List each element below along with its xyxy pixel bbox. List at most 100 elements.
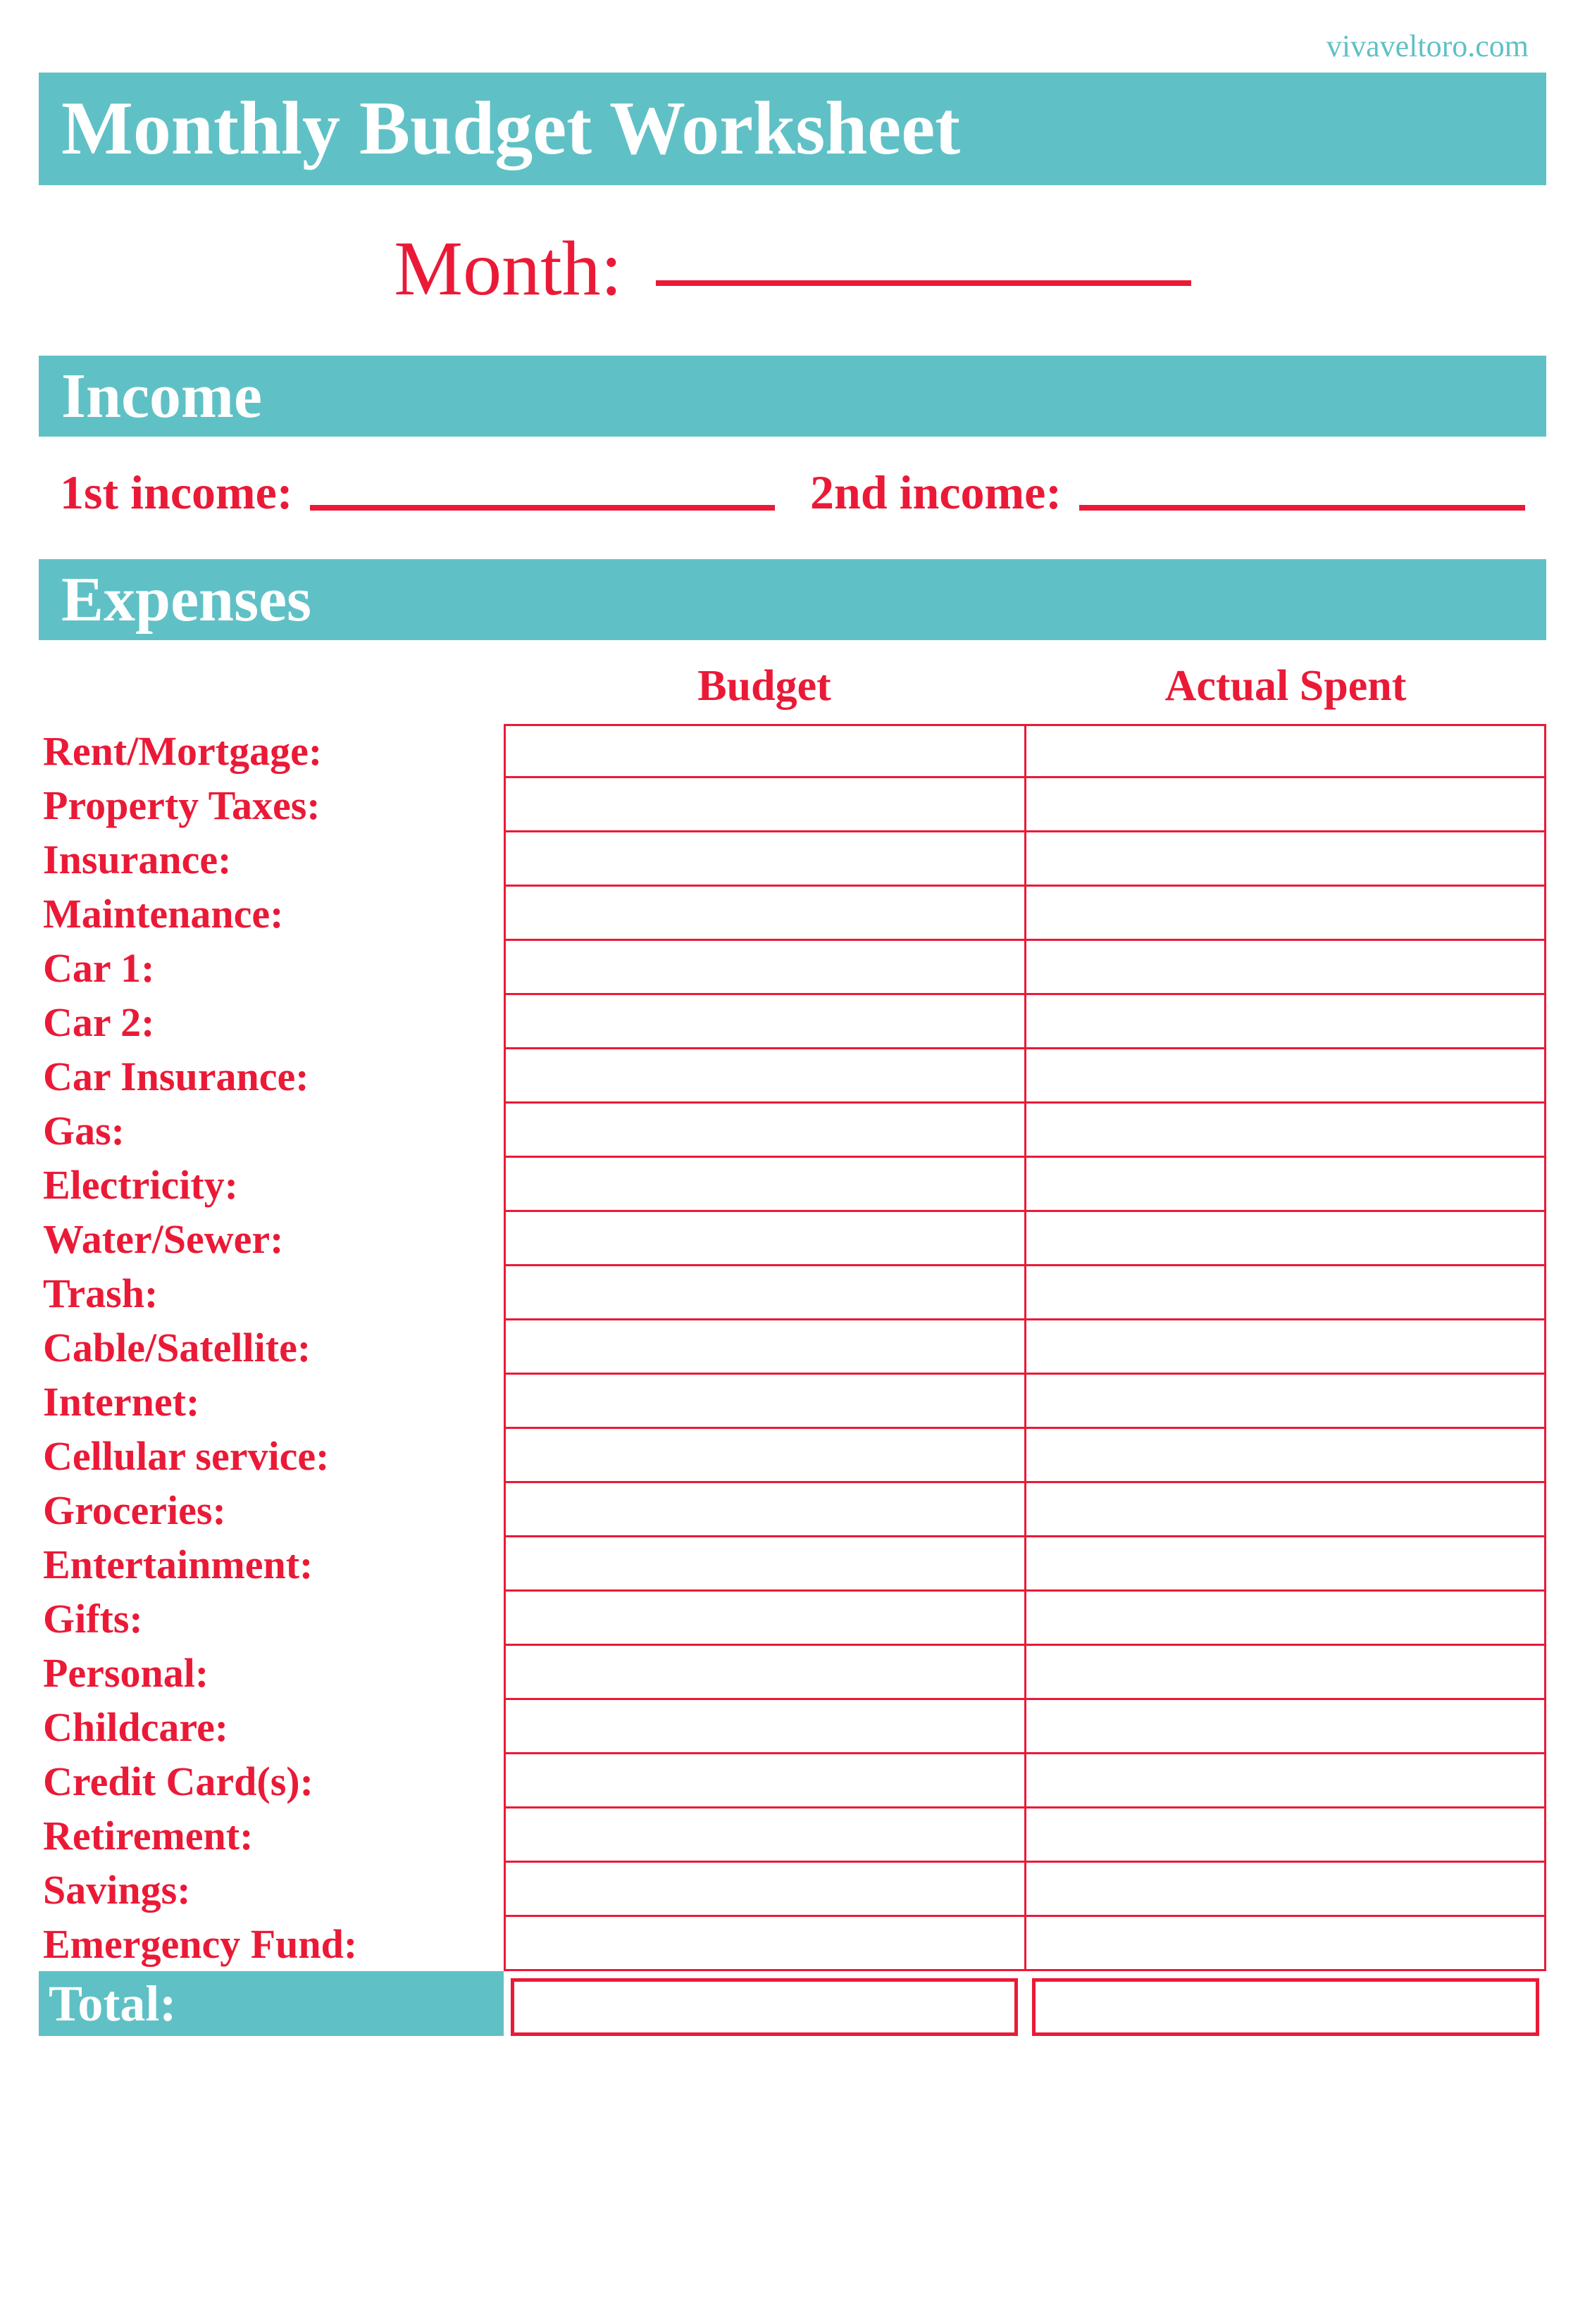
total-row: Total: bbox=[39, 1971, 1546, 2036]
actual-cell[interactable] bbox=[1026, 1808, 1547, 1863]
budget-cell[interactable] bbox=[504, 832, 1026, 887]
expense-label: Trash: bbox=[39, 1266, 504, 1320]
actual-cell[interactable] bbox=[1026, 1320, 1547, 1375]
expense-label: Water/Sewer: bbox=[39, 1212, 504, 1266]
expense-row: Savings: bbox=[39, 1863, 1546, 1917]
expense-label: Entertainment: bbox=[39, 1537, 504, 1592]
expenses-section-title: Expenses bbox=[61, 565, 311, 635]
actual-cell[interactable] bbox=[1026, 832, 1547, 887]
expense-label: Savings: bbox=[39, 1863, 504, 1917]
budget-cell[interactable] bbox=[504, 887, 1026, 941]
first-income-label: 1st income: bbox=[60, 465, 292, 520]
budget-cell[interactable] bbox=[504, 1483, 1026, 1537]
month-input-line[interactable] bbox=[656, 280, 1191, 286]
budget-cell[interactable] bbox=[504, 1320, 1026, 1375]
actual-cell[interactable] bbox=[1026, 1483, 1547, 1537]
actual-cell[interactable] bbox=[1026, 887, 1547, 941]
actual-cell[interactable] bbox=[1026, 1863, 1547, 1917]
actual-cell[interactable] bbox=[1026, 1917, 1547, 1971]
page-title-banner: Monthly Budget Worksheet bbox=[39, 73, 1546, 185]
expense-column-headers: Budget Actual Spent bbox=[39, 640, 1546, 724]
actual-cell[interactable] bbox=[1026, 778, 1547, 832]
actual-cell[interactable] bbox=[1026, 724, 1547, 778]
expense-row: Cellular service: bbox=[39, 1429, 1546, 1483]
actual-cell[interactable] bbox=[1026, 1104, 1547, 1158]
actual-cell[interactable] bbox=[1026, 1049, 1547, 1104]
expense-row: Maintenance: bbox=[39, 887, 1546, 941]
actual-cell[interactable] bbox=[1026, 1646, 1547, 1700]
actual-cell[interactable] bbox=[1026, 1375, 1547, 1429]
expense-row: Insurance: bbox=[39, 832, 1546, 887]
expense-label: Cable/Satellite: bbox=[39, 1320, 504, 1375]
budget-cell[interactable] bbox=[504, 1537, 1026, 1592]
actual-column-header: Actual Spent bbox=[1025, 661, 1546, 711]
budget-cell[interactable] bbox=[504, 941, 1026, 995]
expense-label: Rent/Mortgage: bbox=[39, 724, 504, 778]
budget-cell[interactable] bbox=[504, 1049, 1026, 1104]
actual-cell[interactable] bbox=[1026, 1537, 1547, 1592]
budget-cell[interactable] bbox=[504, 1700, 1026, 1754]
second-income-label: 2nd income: bbox=[810, 465, 1062, 520]
actual-cell[interactable] bbox=[1026, 1158, 1547, 1212]
actual-cell[interactable] bbox=[1026, 1212, 1547, 1266]
expense-label: Insurance: bbox=[39, 832, 504, 887]
expense-label: Car 2: bbox=[39, 995, 504, 1049]
expense-row: Internet: bbox=[39, 1375, 1546, 1429]
budget-cell[interactable] bbox=[504, 1104, 1026, 1158]
expense-row: Personal: bbox=[39, 1646, 1546, 1700]
budget-cell[interactable] bbox=[504, 1158, 1026, 1212]
expense-row: Credit Card(s): bbox=[39, 1754, 1546, 1808]
expense-label: Personal: bbox=[39, 1646, 504, 1700]
expense-label: Groceries: bbox=[39, 1483, 504, 1537]
actual-cell[interactable] bbox=[1026, 1754, 1547, 1808]
actual-cell[interactable] bbox=[1026, 1429, 1547, 1483]
actual-cell[interactable] bbox=[1026, 941, 1547, 995]
budget-cell[interactable] bbox=[504, 995, 1026, 1049]
expense-row: Cable/Satellite: bbox=[39, 1320, 1546, 1375]
budget-cell[interactable] bbox=[504, 1429, 1026, 1483]
income-section-banner: Income bbox=[39, 356, 1546, 437]
budget-cell[interactable] bbox=[504, 1212, 1026, 1266]
expense-row: Childcare: bbox=[39, 1700, 1546, 1754]
actual-cell[interactable] bbox=[1026, 1592, 1547, 1646]
expense-label: Credit Card(s): bbox=[39, 1754, 504, 1808]
total-actual-cell[interactable] bbox=[1032, 1978, 1539, 2036]
actual-cell[interactable] bbox=[1026, 995, 1547, 1049]
expense-label: Property Taxes: bbox=[39, 778, 504, 832]
budget-cell[interactable] bbox=[504, 1266, 1026, 1320]
actual-cell[interactable] bbox=[1026, 1700, 1547, 1754]
budget-column-header: Budget bbox=[504, 661, 1025, 711]
expense-row: Electricity: bbox=[39, 1158, 1546, 1212]
expense-label: Car Insurance: bbox=[39, 1049, 504, 1104]
total-budget-cell[interactable] bbox=[511, 1978, 1018, 2036]
expense-row: Entertainment: bbox=[39, 1537, 1546, 1592]
expense-label: Car 1: bbox=[39, 941, 504, 995]
expense-row: Groceries: bbox=[39, 1483, 1546, 1537]
expense-row: Car 1: bbox=[39, 941, 1546, 995]
expense-row: Car 2: bbox=[39, 995, 1546, 1049]
budget-cell[interactable] bbox=[504, 778, 1026, 832]
expense-label: Childcare: bbox=[39, 1700, 504, 1754]
expense-row: Retirement: bbox=[39, 1808, 1546, 1863]
expense-label: Retirement: bbox=[39, 1808, 504, 1863]
actual-cell[interactable] bbox=[1026, 1266, 1547, 1320]
budget-cell[interactable] bbox=[504, 1917, 1026, 1971]
month-field-row: Month: bbox=[39, 185, 1546, 356]
budget-cell[interactable] bbox=[504, 1375, 1026, 1429]
expense-row: Car Insurance: bbox=[39, 1049, 1546, 1104]
expense-label: Electricity: bbox=[39, 1158, 504, 1212]
month-label: Month: bbox=[394, 225, 622, 311]
expense-label: Gifts: bbox=[39, 1592, 504, 1646]
budget-cell[interactable] bbox=[504, 724, 1026, 778]
income-section-title: Income bbox=[61, 361, 262, 431]
budget-cell[interactable] bbox=[504, 1863, 1026, 1917]
expense-row: Emergency Fund: bbox=[39, 1917, 1546, 1971]
budget-cell[interactable] bbox=[504, 1592, 1026, 1646]
budget-cell[interactable] bbox=[504, 1754, 1026, 1808]
budget-cell[interactable] bbox=[504, 1646, 1026, 1700]
expense-row: Trash: bbox=[39, 1266, 1546, 1320]
second-income-input-line[interactable] bbox=[1079, 505, 1525, 511]
budget-cell[interactable] bbox=[504, 1808, 1026, 1863]
expense-label: Cellular service: bbox=[39, 1429, 504, 1483]
first-income-input-line[interactable] bbox=[310, 505, 775, 511]
